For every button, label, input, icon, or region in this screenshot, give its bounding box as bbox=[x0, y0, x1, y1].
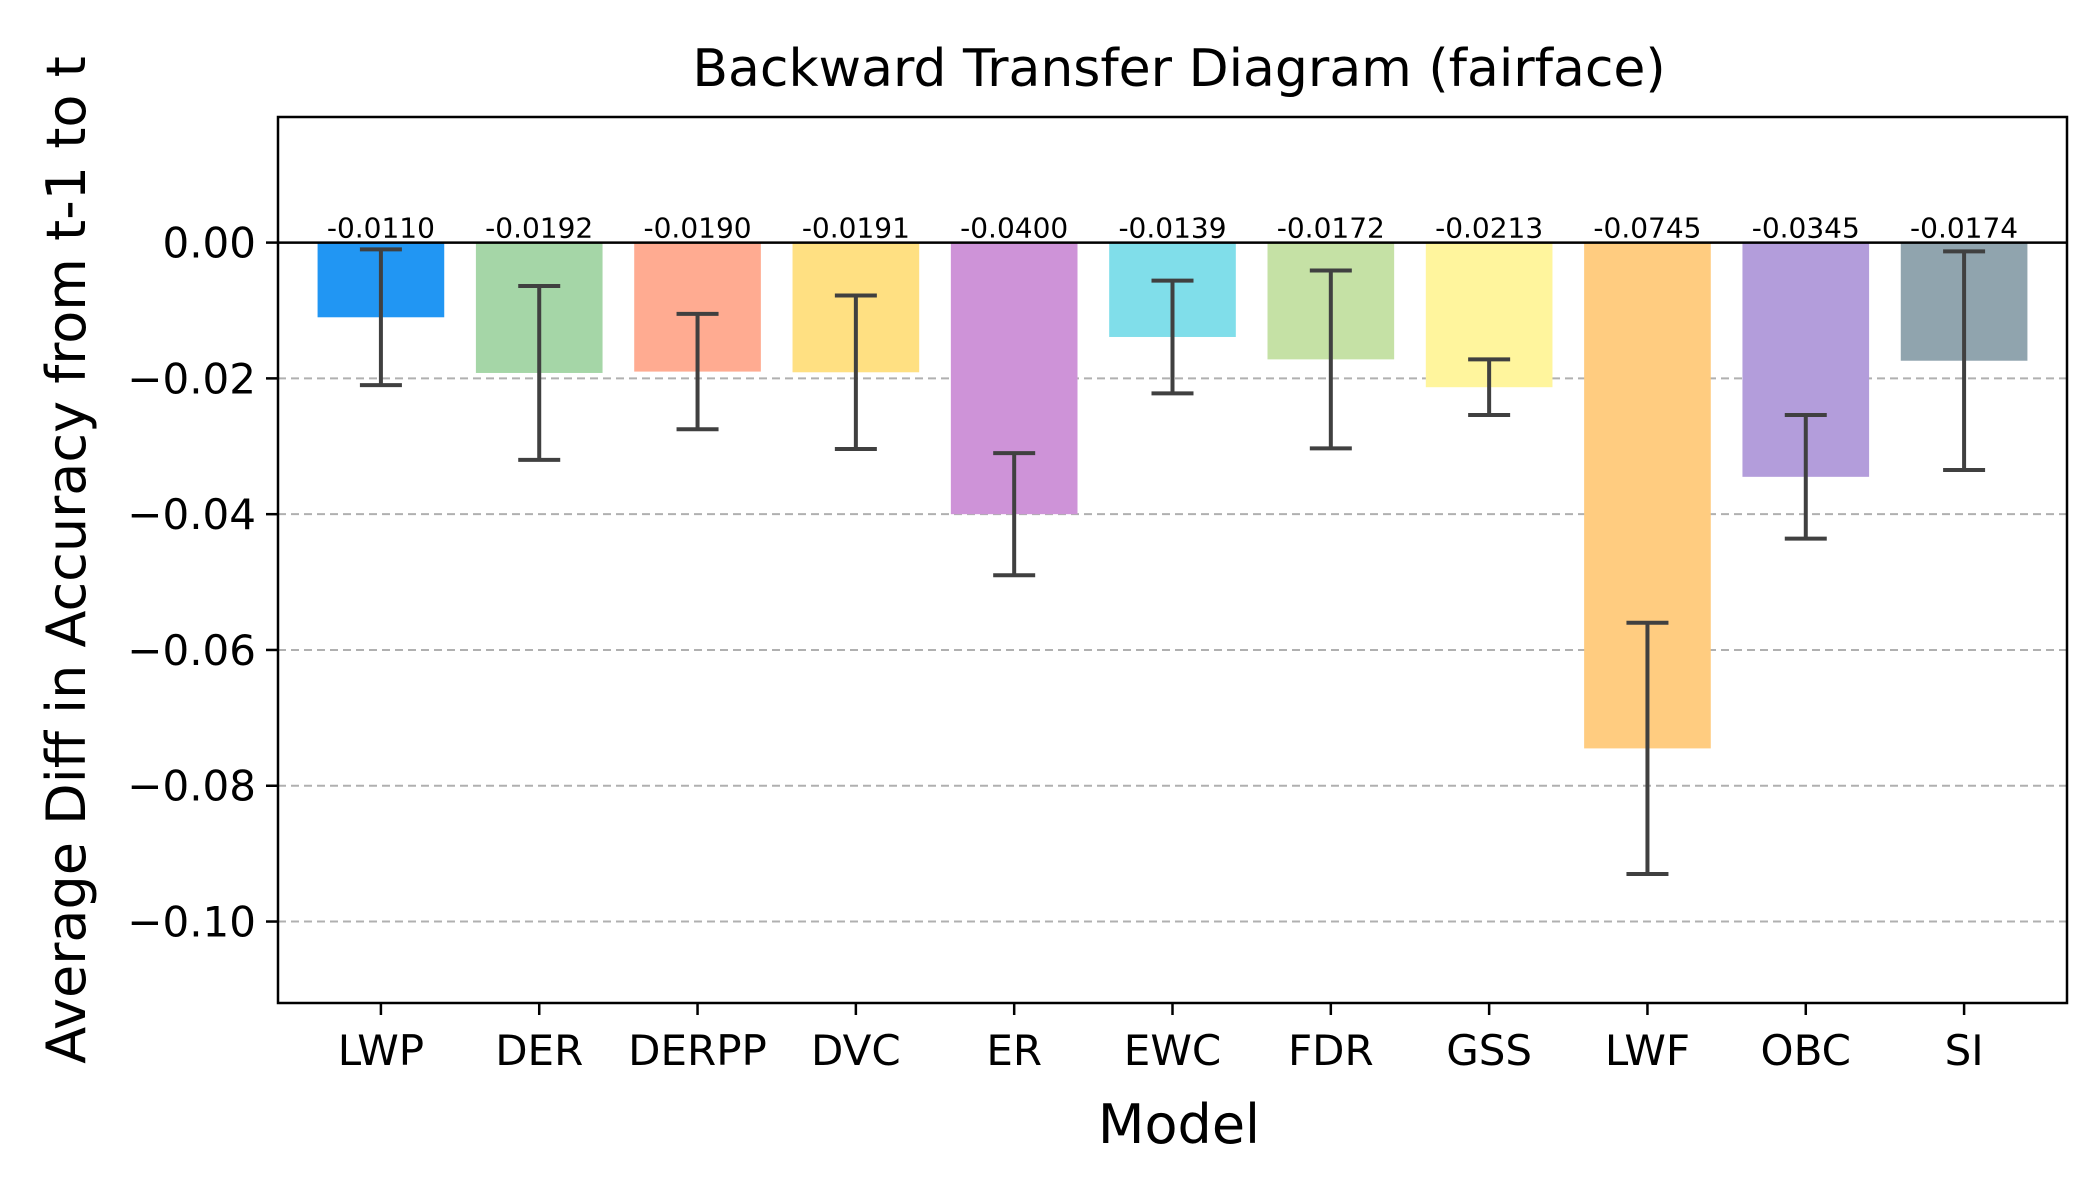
y-axis-label: Average Diff in Accuracy from t-1 to t bbox=[35, 56, 98, 1064]
x-tick-label: OBC bbox=[1761, 1026, 1851, 1075]
x-tick-label: EWC bbox=[1124, 1026, 1221, 1075]
x-tick-label: DER bbox=[495, 1026, 583, 1075]
x-tick-label: SI bbox=[1945, 1026, 1984, 1075]
y-tick-label: 0.00 bbox=[162, 219, 256, 268]
x-tick-label: ER bbox=[986, 1026, 1042, 1075]
y-tick-label: −0.06 bbox=[127, 626, 256, 675]
data-label: -0.0172 bbox=[1277, 212, 1385, 245]
data-label: -0.0345 bbox=[1752, 212, 1860, 245]
x-tick-label: FDR bbox=[1288, 1026, 1374, 1075]
y-tick-label: −0.02 bbox=[127, 354, 256, 403]
data-label: -0.0191 bbox=[802, 212, 910, 245]
data-label: -0.0174 bbox=[1910, 212, 2018, 245]
data-label: -0.0192 bbox=[485, 212, 593, 245]
data-label: -0.0745 bbox=[1593, 212, 1701, 245]
x-tick-label: DVC bbox=[811, 1026, 901, 1075]
x-tick-label: DERPP bbox=[628, 1026, 767, 1075]
x-tick-label: GSS bbox=[1446, 1026, 1532, 1075]
y-tick-label: −0.10 bbox=[127, 898, 256, 947]
error-bars bbox=[359, 247, 1986, 877]
chart-title: Backward Transfer Diagram (fairface) bbox=[692, 39, 1665, 99]
data-label: -0.0213 bbox=[1435, 212, 1543, 245]
x-tick-label: LWP bbox=[338, 1026, 424, 1075]
data-label: -0.0110 bbox=[327, 212, 435, 245]
x-tick-label: LWF bbox=[1605, 1026, 1690, 1075]
data-labels: -0.0110 -0.0192 -0.0190 -0.0191 -0.0400 -0.01… bbox=[327, 212, 2018, 245]
data-label: -0.0139 bbox=[1118, 212, 1226, 245]
y-tick-label: −0.08 bbox=[127, 762, 256, 811]
x-axis-label: Model bbox=[1098, 1093, 1260, 1156]
y-axis-ticks: 0.00 −0.02 −0.04 −0.06 −0.08 −0.10 bbox=[127, 219, 278, 947]
x-axis-ticks: LWP DER DERPP DVC ER EWC FDR GSS LWF OBC SI bbox=[338, 1003, 1984, 1075]
data-label: -0.0190 bbox=[644, 212, 752, 245]
y-tick-label: −0.04 bbox=[127, 490, 256, 539]
data-label: -0.0400 bbox=[960, 212, 1068, 245]
